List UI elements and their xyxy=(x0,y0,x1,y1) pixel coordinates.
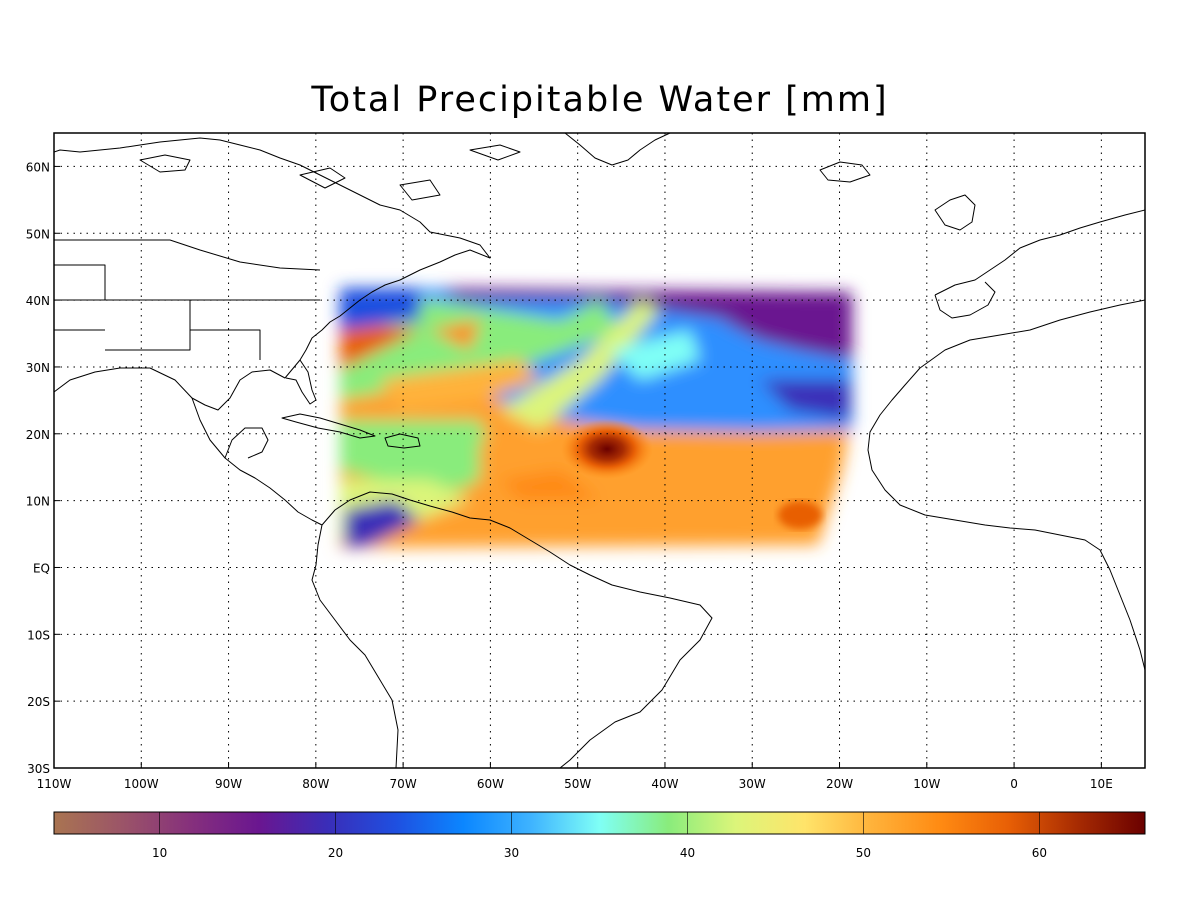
north-america-coast xyxy=(54,137,491,411)
y-tick-label: 50N xyxy=(26,227,50,241)
british-isles-coast xyxy=(934,194,976,231)
gulf-coast xyxy=(191,397,323,526)
y-tick-label: EQ xyxy=(33,561,50,575)
africa-coast xyxy=(867,299,1145,671)
x-axis: 110W 100W 90W 80W 70W 60W 50W 40W 30W 20W 10W 0 10E xyxy=(37,762,1113,791)
x-tick-label: 10E xyxy=(1090,777,1113,791)
y-tick-label: 30S xyxy=(27,762,50,776)
coastlines xyxy=(54,133,1145,768)
iceland-coast xyxy=(819,161,871,183)
colorbar: 10 20 30 40 50 60 xyxy=(53,811,1146,860)
tpw-field xyxy=(340,288,852,548)
y-tick-label: 10N xyxy=(26,495,50,509)
y-tick-label: 30N xyxy=(26,361,50,375)
x-tick-label: 20W xyxy=(826,777,853,791)
x-tick-label: 50W xyxy=(564,777,591,791)
x-tick-label: 70W xyxy=(390,777,417,791)
y-axis: 30S 20S 10S EQ 10N 20N 30N 40N 50N 60N xyxy=(26,160,60,776)
x-tick-label: 40W xyxy=(651,777,678,791)
map-frame xyxy=(53,132,1146,769)
x-tick-label: 90W xyxy=(215,777,242,791)
y-tick-label: 10S xyxy=(27,628,50,642)
x-tick-label: 80W xyxy=(302,777,329,791)
x-tick-label: 10W xyxy=(913,777,940,791)
south-america-west-coast xyxy=(311,524,399,768)
y-tick-label: 60N xyxy=(26,160,50,174)
greenland-coast xyxy=(564,133,671,166)
florida-coast xyxy=(285,359,317,405)
x-tick-label: 0 xyxy=(1010,777,1018,791)
colorbar-tick-label: 40 xyxy=(680,846,695,860)
y-tick-label: 40N xyxy=(26,294,50,308)
colorbar-bar xyxy=(53,811,1146,835)
x-tick-label: 60W xyxy=(477,777,504,791)
south-america-coast xyxy=(321,491,713,768)
colorbar-tick-label: 50 xyxy=(856,846,871,860)
yucatan-coast xyxy=(224,427,269,459)
x-tick-label: 30W xyxy=(739,777,766,791)
colorbar-tick-label: 20 xyxy=(328,846,343,860)
canada-islands xyxy=(139,144,521,201)
chart-title: Total Precipitable Water [mm] xyxy=(311,80,889,120)
iberia-coast xyxy=(934,281,996,319)
y-tick-label: 20N xyxy=(26,428,50,442)
y-tick-label: 20S xyxy=(27,695,50,709)
europe-coast xyxy=(934,209,1145,296)
colorbar-tick-label: 60 xyxy=(1032,846,1047,860)
storm-maximum xyxy=(561,419,653,479)
colorbar-tick-label: 10 xyxy=(152,846,167,860)
us-borders xyxy=(54,239,321,360)
colorbar-ticks: 10 20 30 40 50 60 xyxy=(152,812,1047,860)
hispaniola-coast xyxy=(384,433,421,449)
x-tick-label: 110W xyxy=(37,777,72,791)
x-tick-label: 100W xyxy=(124,777,159,791)
cuba-coast xyxy=(281,413,376,439)
colorbar-tick-label: 30 xyxy=(504,846,519,860)
